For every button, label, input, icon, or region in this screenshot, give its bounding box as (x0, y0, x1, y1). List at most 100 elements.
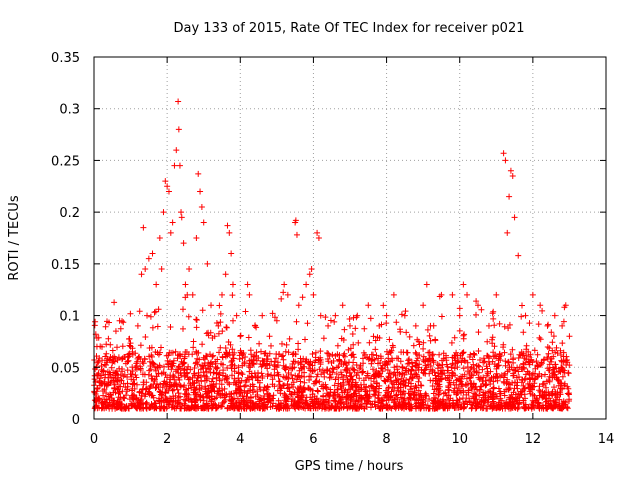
data-point-marker (233, 312, 240, 319)
y-tick-label: 0.15 (51, 258, 80, 273)
data-point-marker (281, 281, 288, 288)
x-tick-label: 4 (236, 432, 244, 447)
data-point-marker (208, 302, 215, 309)
data-point-marker (116, 317, 123, 324)
data-point-marker (559, 322, 566, 329)
y-axis-label: ROTI / TECUs (7, 195, 22, 280)
data-point-marker (339, 302, 346, 309)
data-point-marker (566, 333, 573, 340)
y-tick-label: 0.2 (59, 206, 80, 221)
chart-title: Day 133 of 2015, Rate Of TEC Index for r… (174, 21, 525, 36)
data-point-marker (134, 322, 141, 329)
data-point-marker (184, 291, 191, 298)
data-point-marker (308, 266, 315, 273)
data-point-marker (544, 322, 551, 329)
data-point-marker (142, 266, 149, 273)
data-point-marker (537, 302, 544, 309)
data-point-marker (401, 312, 408, 319)
data-point-marker (376, 322, 383, 329)
data-point-marker (456, 312, 463, 319)
data-point-marker (390, 291, 397, 298)
data-point-marker (332, 312, 339, 319)
data-point-marker (229, 281, 236, 288)
data-point-marker (529, 291, 536, 298)
data-point-marker (93, 343, 100, 350)
data-point-marker (122, 353, 129, 360)
y-tick-label: 0.35 (51, 51, 80, 66)
data-point-marker (215, 322, 222, 329)
data-point-marker (144, 312, 151, 319)
data-point-marker (226, 229, 233, 236)
data-point-marker (153, 281, 160, 288)
axis-ticks: 0 0.05 0.1 0.15 0.2 0.25 0.3 0.35 0 2 4 6 8 10 12 14 (51, 51, 614, 447)
data-point-marker (493, 291, 500, 298)
data-point-marker (449, 291, 456, 298)
data-point-marker (284, 291, 291, 298)
data-point-marker (169, 219, 176, 226)
data-point-marker (178, 214, 185, 221)
data-point-marker (158, 266, 165, 273)
data-point-marker (200, 219, 207, 226)
data-point-marker (460, 281, 467, 288)
data-point-marker (325, 322, 332, 329)
data-point-marker (180, 240, 187, 247)
data-point-marker (303, 281, 310, 288)
data-point-marker (438, 291, 445, 298)
data-point-marker (94, 384, 101, 391)
data-point-marker (500, 150, 507, 157)
data-points (91, 98, 573, 412)
data-point-marker (420, 302, 427, 309)
data-point-marker (317, 312, 324, 319)
data-point-marker (383, 312, 390, 319)
data-point-marker (149, 250, 156, 257)
data-point-marker (485, 322, 492, 329)
x-tick-label: 12 (525, 432, 542, 447)
grid-lines (94, 57, 606, 419)
data-point-marker (171, 162, 178, 169)
data-point-marker (502, 157, 509, 164)
x-axis-label: GPS time / hours (295, 459, 404, 474)
dense-point-cloud (91, 289, 573, 412)
data-point-marker (182, 281, 189, 288)
data-point-marker (222, 271, 229, 278)
data-point-marker (165, 188, 172, 195)
data-point-marker (347, 322, 353, 329)
data-point-marker (511, 214, 518, 221)
y-tick-label: 0.05 (51, 361, 80, 376)
data-point-marker (193, 235, 200, 241)
y-tick-label: 0.3 (59, 103, 80, 118)
data-point-marker (515, 252, 522, 259)
x-tick-label: 8 (382, 432, 390, 447)
data-point-marker (140, 224, 147, 231)
data-point-marker (145, 255, 152, 262)
data-point-marker (178, 209, 185, 216)
x-tick-label: 2 (163, 432, 171, 447)
data-point-marker (507, 167, 514, 174)
data-point-marker (101, 374, 108, 381)
data-point-marker (506, 193, 513, 200)
data-point-marker (423, 281, 430, 288)
data-point-marker (219, 291, 225, 298)
data-point-marker (160, 209, 167, 216)
data-point-marker (164, 183, 171, 190)
data-point-marker (186, 266, 193, 273)
data-point-marker (292, 217, 299, 224)
data-point-marker (551, 312, 558, 319)
data-point-marker (175, 126, 182, 133)
data-point-marker (314, 229, 321, 236)
x-tick-label: 0 (90, 432, 98, 447)
x-tick-label: 14 (598, 432, 615, 447)
data-point-marker (246, 291, 253, 298)
data-point-marker (315, 235, 322, 241)
data-point-marker (127, 343, 134, 350)
data-point-marker (175, 98, 182, 105)
y-tick-label: 0.1 (59, 310, 80, 325)
data-point-marker (266, 333, 273, 340)
data-point-marker (251, 322, 258, 329)
data-point-marker (176, 162, 183, 169)
data-point-marker (464, 291, 471, 298)
data-point-marker (195, 170, 202, 177)
data-point-marker (273, 317, 280, 324)
data-point-marker (95, 395, 102, 402)
data-point-marker (504, 229, 511, 236)
